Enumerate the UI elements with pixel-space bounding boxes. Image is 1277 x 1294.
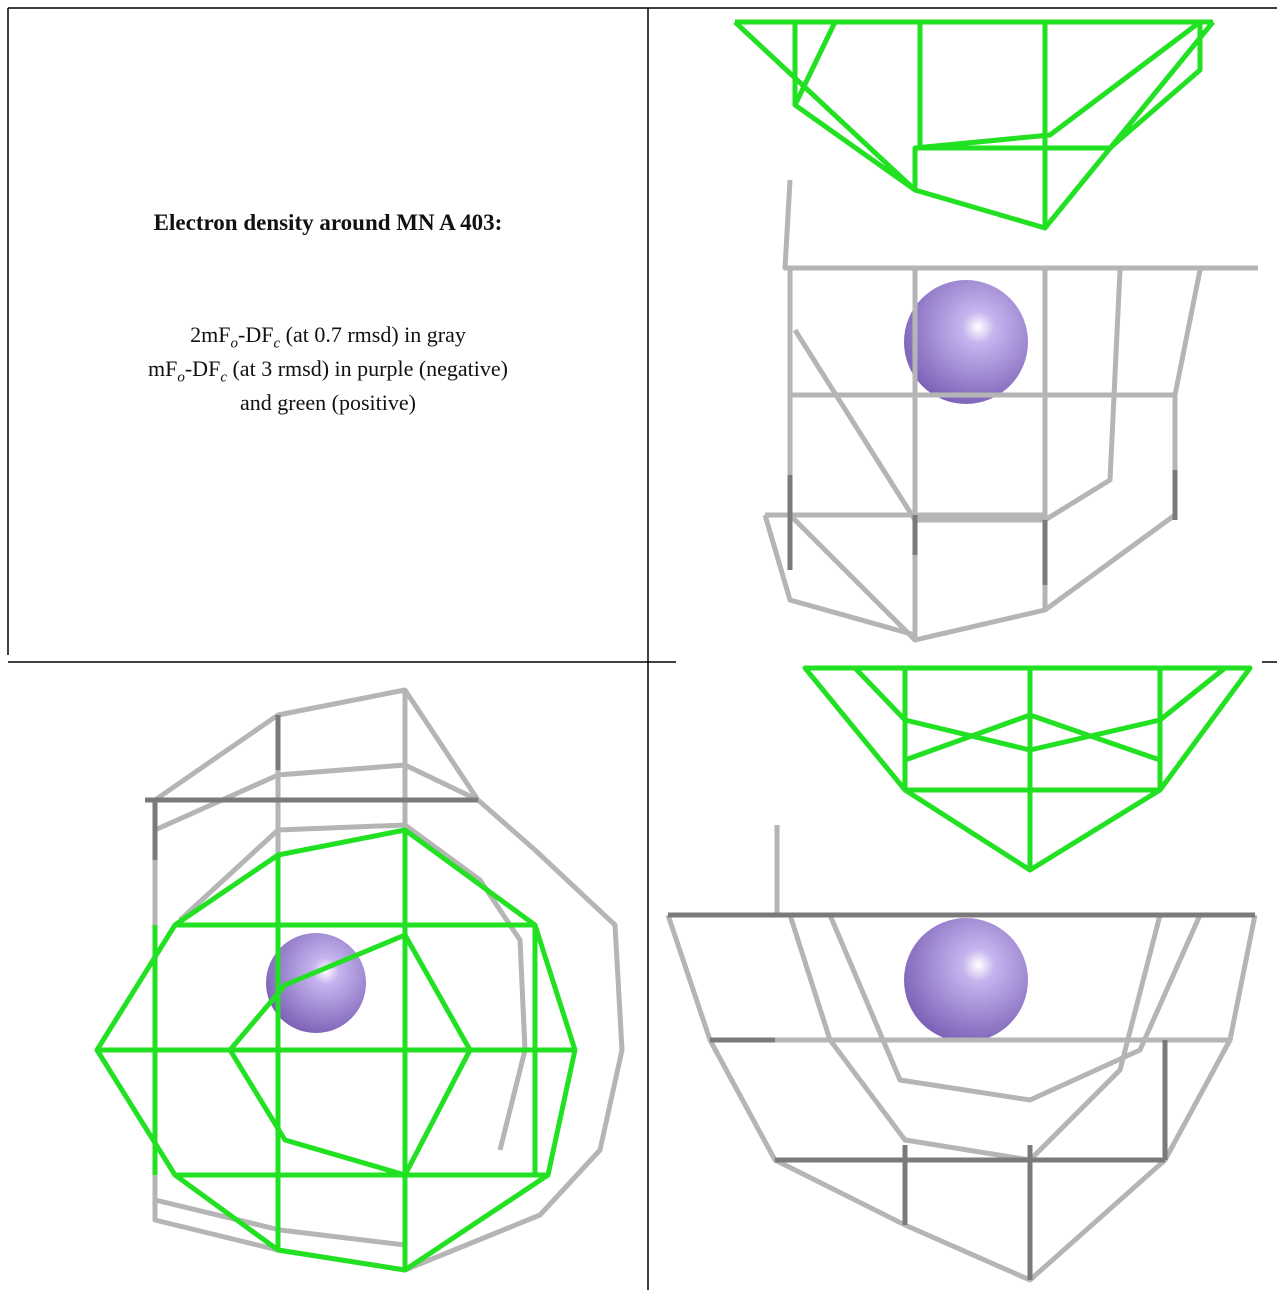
text: -DF xyxy=(238,322,274,347)
subscript: o xyxy=(230,335,239,352)
caption-line: mFo-DFc (at 3 rmsd) in purple (negative) xyxy=(10,356,646,386)
subscript: c xyxy=(273,335,281,352)
render-bottom-left xyxy=(94,687,625,1273)
render-top-right xyxy=(733,19,1258,643)
subscript: o xyxy=(177,369,185,386)
text: (at 3 rmsd) in purple (negative) xyxy=(226,356,508,381)
subscript: c xyxy=(220,369,227,386)
caption-line: 2mFo-DFc (at 0.7 rmsd) in gray xyxy=(10,322,646,352)
caption-line: and green (positive) xyxy=(240,390,416,415)
text: -DF xyxy=(184,356,221,381)
caption-title: Electron density around MN A 403: xyxy=(153,210,503,235)
text: (at 0.7 rmsd) in gray xyxy=(280,322,466,347)
grid-borders xyxy=(7,7,1277,1290)
render-bottom-right xyxy=(665,665,1258,1283)
text: 2mF xyxy=(190,322,231,347)
text: mF xyxy=(148,356,178,381)
